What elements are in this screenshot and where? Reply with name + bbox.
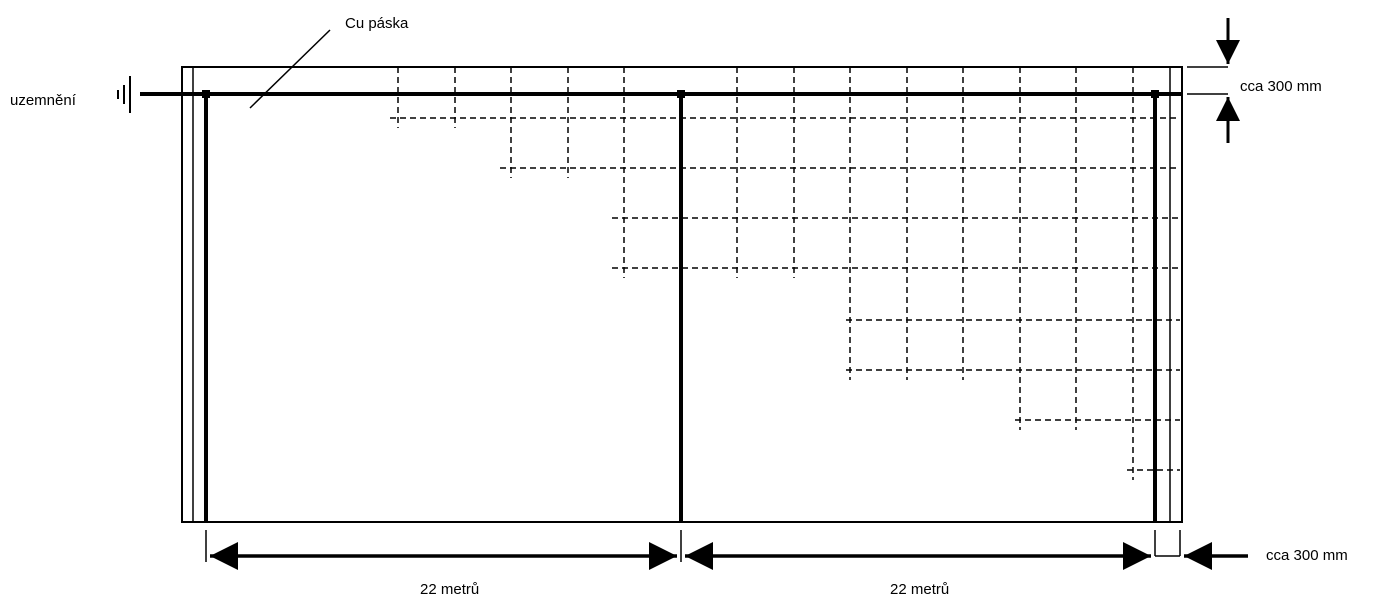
junction-left xyxy=(202,90,210,98)
ground-symbol xyxy=(117,76,131,113)
span-dimensions xyxy=(205,530,1248,570)
span-left-label: 22 metrů xyxy=(420,581,480,598)
junction-right xyxy=(1151,90,1159,98)
dashed-mesh-grid xyxy=(390,67,1180,480)
side-gap-label: cca 300 mm xyxy=(1266,547,1348,564)
cu-strip-leader xyxy=(249,29,331,109)
span-right-label: 22 metrů xyxy=(890,581,950,598)
cu-strip-label: Cu páska xyxy=(345,15,409,32)
top-gap-dimension xyxy=(1187,18,1240,143)
junction-middle xyxy=(677,90,685,98)
top-gap-label: cca 300 mm xyxy=(1240,78,1322,95)
grounding-label: uzemnění xyxy=(10,92,76,109)
copper-strip xyxy=(140,92,1182,522)
